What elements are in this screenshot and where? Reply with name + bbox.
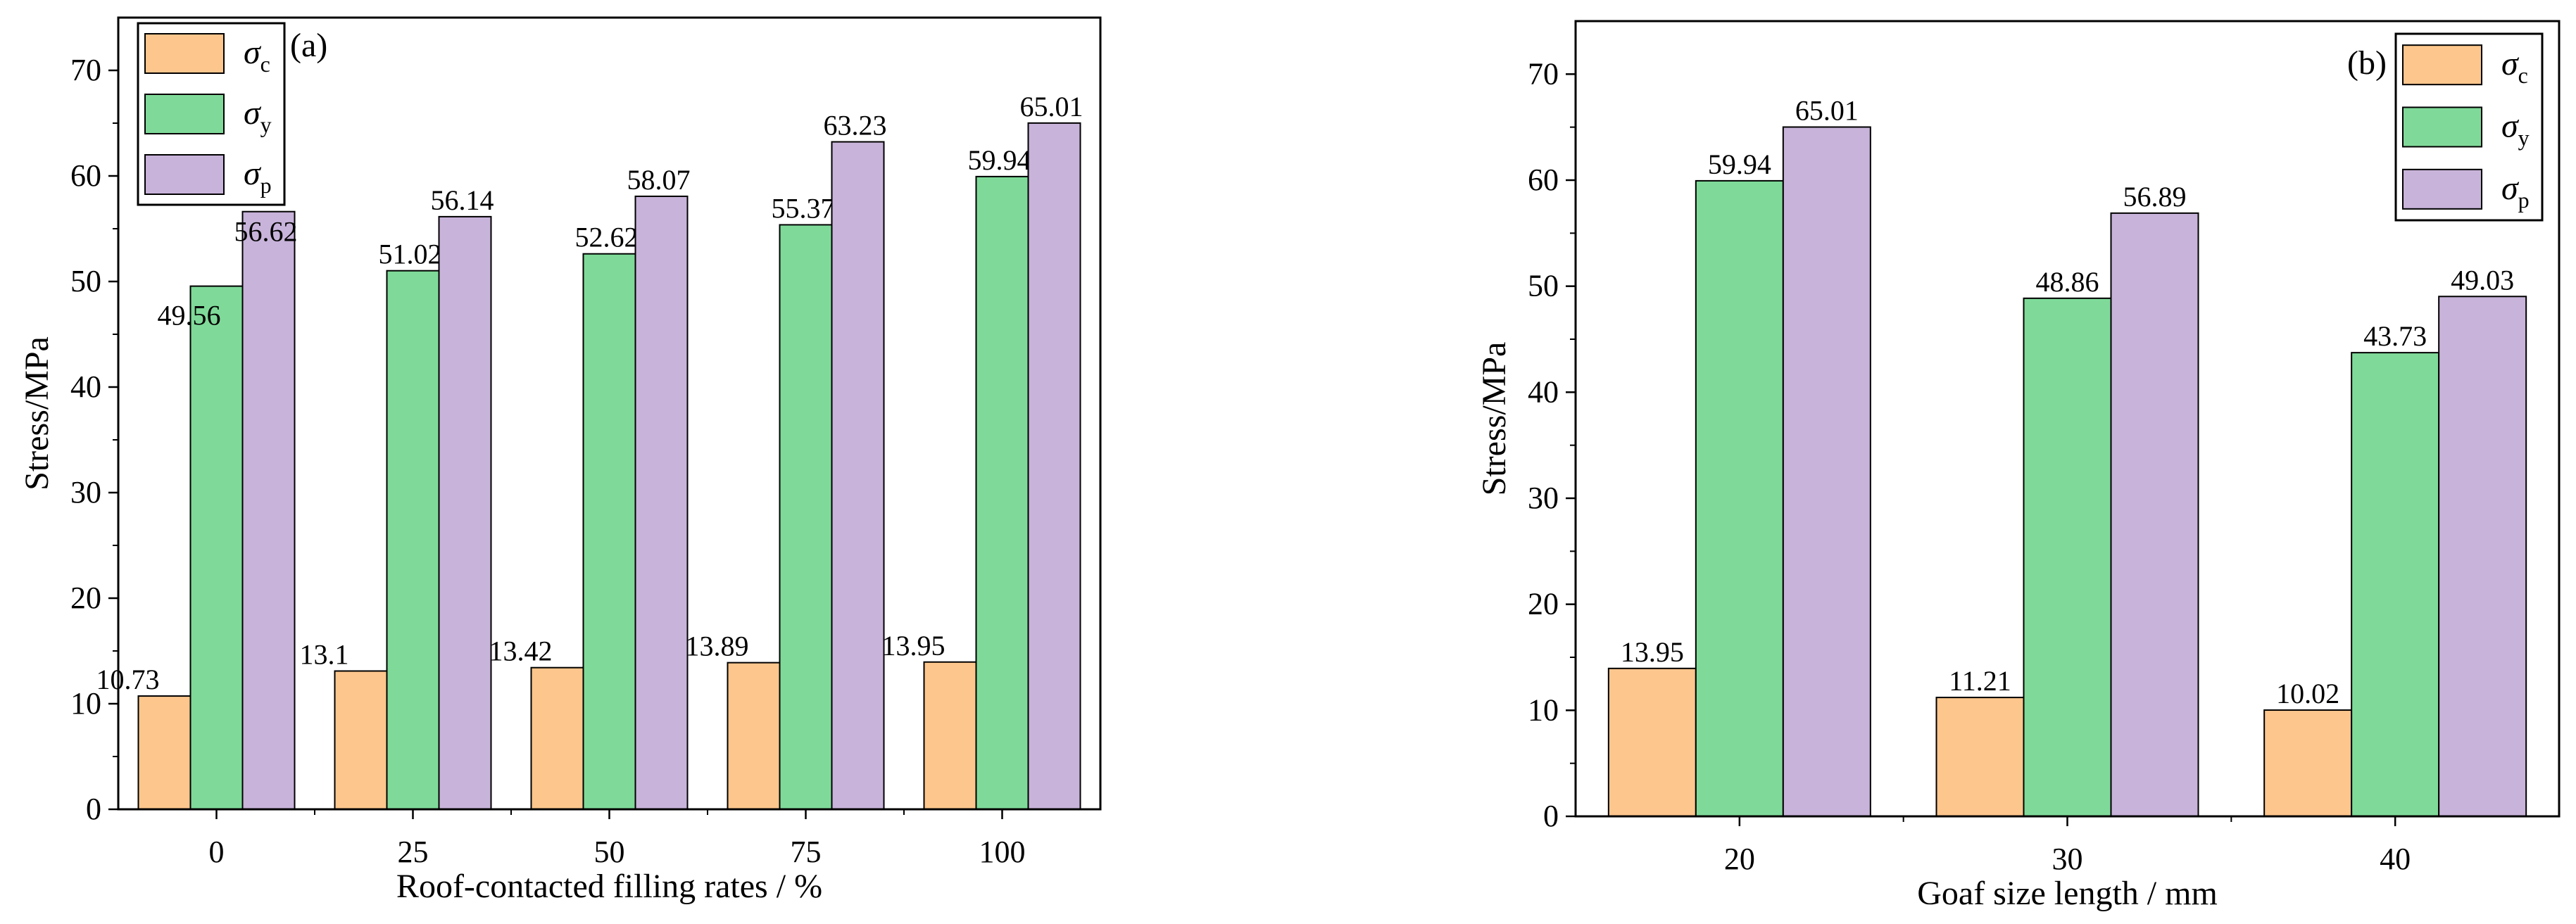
data-label: 59.94 <box>968 144 1031 176</box>
legend-label-sigma-p: σp <box>2501 170 2530 213</box>
y-tick-label: 70 <box>70 53 101 87</box>
y-tick-label: 40 <box>1528 374 1559 409</box>
bar-sigma-c <box>2263 709 2353 817</box>
data-label: 65.01 <box>1020 91 1083 122</box>
data-label: 10.73 <box>96 664 160 695</box>
bar-sigma-p <box>831 141 885 811</box>
x-tick-label: 75 <box>791 835 822 869</box>
data-label: 59.94 <box>1708 148 1771 180</box>
bar-sigma-y <box>779 224 833 810</box>
bar-sigma-y <box>975 175 1029 810</box>
x-tick-label: 30 <box>2052 842 2083 876</box>
bar-sigma-p <box>241 210 296 810</box>
legend-swatch-sigma-y <box>2402 106 2482 148</box>
bar-sigma-y <box>2351 352 2440 818</box>
y-tick-label: 30 <box>1528 481 1559 515</box>
x-tick-label: 20 <box>1724 842 1755 876</box>
y-tick-label: 50 <box>70 264 101 298</box>
bar-sigma-c <box>1607 667 1697 817</box>
legend-swatch-sigma-c <box>2402 44 2482 86</box>
data-label: 13.1 <box>300 639 349 671</box>
bar-sigma-p <box>634 195 689 810</box>
data-label: 48.86 <box>2036 266 2099 298</box>
data-label: 13.42 <box>489 635 553 667</box>
bar-sigma-y <box>1695 179 1784 817</box>
y-tick-label: 10 <box>1528 692 1559 727</box>
legend-label-sigma-c: σc <box>244 34 270 77</box>
data-label: 49.03 <box>2451 264 2514 296</box>
data-label: 49.56 <box>158 300 221 331</box>
y-tick-label: 20 <box>1528 587 1559 621</box>
y-tick-label: 50 <box>1528 269 1559 303</box>
y-tick-label: 70 <box>1528 56 1559 91</box>
bar-sigma-c <box>1935 697 2025 817</box>
x-tick-label: 40 <box>2380 842 2411 876</box>
y-tick-label: 60 <box>70 158 101 193</box>
legend-label-sigma-y: σy <box>244 94 272 137</box>
panel-a: 10.73 49.56 56.62 0 13.1 51.02 56.14 25 13.42 52.… <box>18 16 1102 905</box>
data-label: 56.62 <box>234 216 298 248</box>
x-axis-label: Roof-contacted filling rates / % <box>396 868 822 905</box>
data-label: 51.02 <box>379 239 442 270</box>
legend: σc σy σp <box>2394 32 2544 222</box>
panel-label: (a) <box>290 27 327 64</box>
data-label: 55.37 <box>772 192 835 224</box>
data-label: 13.89 <box>686 631 749 662</box>
data-label: 43.73 <box>2363 320 2427 352</box>
panel-b: 13.95 59.94 65.01 20 11.21 48.86 56.89 30 10.02 4… <box>1476 20 2561 912</box>
bar-sigma-c <box>727 662 781 811</box>
bar-sigma-p <box>1782 126 1871 818</box>
x-tick-label: 100 <box>979 835 1026 869</box>
data-label: 52.62 <box>575 222 639 253</box>
bar-sigma-c <box>530 666 584 811</box>
data-label: 65.01 <box>1795 95 1859 127</box>
legend-label-sigma-y: σy <box>2501 108 2530 151</box>
bar-sigma-p <box>2438 296 2527 818</box>
y-tick-label: 10 <box>70 686 101 721</box>
x-tick-label: 0 <box>209 835 225 869</box>
y-axis-label: Stress/MPa <box>18 336 56 491</box>
data-label: 10.02 <box>2276 678 2339 709</box>
data-label: 11.21 <box>1949 665 2011 697</box>
legend-label-sigma-p: σp <box>244 155 272 198</box>
plot-frame <box>117 16 1102 811</box>
bar-sigma-p <box>2110 212 2199 817</box>
bar-sigma-c <box>334 670 388 810</box>
legend-swatch-sigma-c <box>144 33 225 74</box>
bar-sigma-c <box>137 695 191 810</box>
legend-label-sigma-c: σc <box>2501 45 2528 88</box>
y-tick-label: 0 <box>1543 799 1559 833</box>
legend-swatch-sigma-p <box>2402 168 2482 210</box>
y-tick-label: 60 <box>1528 163 1559 197</box>
bar-sigma-y <box>2023 297 2112 817</box>
panel-label: (b) <box>2347 44 2387 82</box>
legend-swatch-sigma-y <box>144 94 225 134</box>
y-tick-label: 40 <box>70 369 101 404</box>
legend: σc σy σp <box>137 22 286 206</box>
data-label: 56.14 <box>431 184 494 216</box>
data-label: 63.23 <box>824 110 887 141</box>
y-tick-label: 20 <box>70 581 101 615</box>
bar-sigma-y <box>189 285 244 811</box>
bar-sigma-p <box>1027 122 1081 811</box>
y-axis-label: Stress/MPa <box>1476 342 1513 496</box>
y-tick-label: 30 <box>70 475 101 510</box>
legend-swatch-sigma-p <box>144 154 225 195</box>
data-label: 13.95 <box>1621 636 1684 668</box>
bar-sigma-y <box>386 270 440 810</box>
data-label: 58.07 <box>627 164 691 196</box>
bar-sigma-p <box>438 215 492 810</box>
x-tick-label: 50 <box>594 835 625 869</box>
bar-sigma-c <box>923 661 977 810</box>
data-label: 13.95 <box>882 630 945 662</box>
x-axis-label: Goaf size length / mm <box>1917 875 2218 912</box>
x-tick-label: 25 <box>398 835 429 869</box>
bar-sigma-y <box>582 253 636 810</box>
y-tick-label: 0 <box>86 792 101 826</box>
data-label: 56.89 <box>2123 181 2187 213</box>
plot-frame <box>1574 20 2561 818</box>
